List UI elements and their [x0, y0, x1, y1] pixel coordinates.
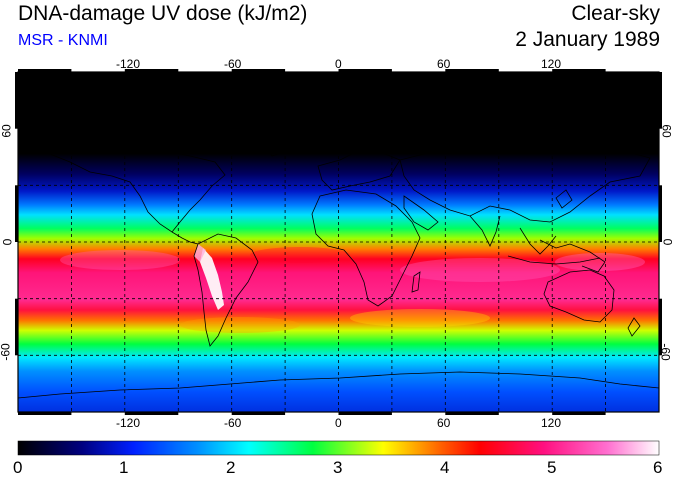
colorbar-label: 3	[333, 458, 343, 477]
map-title: DNA-damage UV dose (kJ/m2)	[18, 2, 308, 25]
lon-label-top: 60	[437, 57, 451, 71]
lon-label-bottom: -60	[224, 416, 242, 430]
colorbar-label: 4	[440, 458, 450, 477]
lon-label-bottom: 0	[335, 416, 342, 430]
lon-label-top: 120	[541, 57, 562, 71]
colorbar-label: 1	[119, 458, 129, 477]
colorbar-label: 5	[547, 458, 557, 477]
coastlines	[18, 117, 659, 399]
frame-ticks	[15, 69, 662, 415]
colorbar-label: 6	[653, 458, 663, 477]
lon-label-bottom: 120	[541, 416, 562, 430]
lon-label-bottom: -120	[116, 416, 141, 430]
lon-label-top: -60	[224, 57, 242, 71]
sky-condition-label: Clear-sky	[571, 2, 660, 25]
lon-label-bottom: 60	[437, 416, 451, 430]
colorbar	[17, 440, 660, 456]
data-source-label: MSR - KNMI	[18, 32, 108, 49]
colorbar-label: 2	[226, 458, 236, 477]
date-label: 2 January 1989	[515, 28, 660, 51]
lon-label-top: -120	[116, 57, 141, 71]
colorbar-label: 0	[13, 458, 23, 477]
andes-high-uv-area	[200, 248, 224, 310]
graticule	[18, 72, 659, 412]
lon-label-top: 0	[335, 57, 342, 71]
